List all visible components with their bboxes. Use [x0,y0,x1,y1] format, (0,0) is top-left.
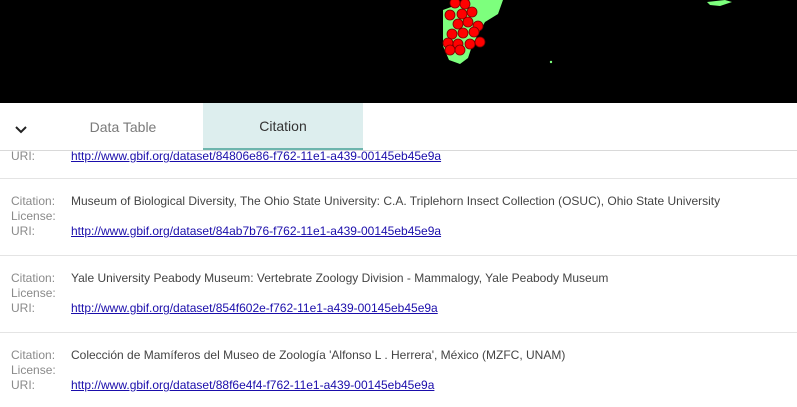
citation-row: Citation: Yale University Peabody Museum… [0,271,797,286]
uri-row: URI: http://www.gbif.org/dataset/84ab7b7… [0,224,797,239]
collapse-button[interactable] [9,120,33,140]
citation-text: Yale University Peabody Museum: Vertebra… [71,271,609,285]
occurrence-marker[interactable] [474,36,486,48]
citation-label: Citation: [11,271,56,285]
occurrence-marker[interactable] [466,6,478,18]
occurrence-marker[interactable] [462,16,474,28]
uri-label: URI: [11,378,35,392]
license-label: License: [11,286,56,300]
citation-row: Citation: Colección de Mamíferos del Mus… [0,348,797,363]
tab-data-table[interactable]: Data Table [43,103,203,150]
tab-bar: Data Table Citation [0,103,797,151]
occurrence-marker[interactable] [452,18,464,30]
uri-label: URI: [11,224,35,238]
occurrence-marker[interactable] [449,0,461,9]
citation-entry: Citation: Yale University Peabody Museum… [0,256,797,333]
occurrence-marker[interactable] [468,26,480,38]
citation-row: Citation: Museum of Biological Diversity… [0,194,797,209]
tab-citation[interactable]: Citation [203,103,363,150]
uri-row: URI: http://www.gbif.org/dataset/84806e8… [0,151,797,164]
citation-text: Colección de Mamíferos del Museo de Zool… [71,348,566,362]
tab-label: Citation [259,117,307,134]
map-view[interactable] [0,0,797,103]
citation-label: Citation: [11,348,56,362]
uri-row: URI: http://www.gbif.org/dataset/88f6e4f… [0,378,797,393]
citation-entry: Citation: Colección de Mamíferos del Mus… [0,333,797,407]
occurrence-points [442,0,486,56]
occurrence-marker[interactable] [464,38,476,50]
citation-list[interactable]: URI: http://www.gbif.org/dataset/84806e8… [0,151,797,407]
uri-row: URI: http://www.gbif.org/dataset/854f602… [0,301,797,316]
occurrence-marker[interactable] [444,44,456,56]
citation-label: Citation: [11,194,56,208]
occurrence-marker[interactable] [454,44,466,56]
uri-link[interactable]: http://www.gbif.org/dataset/84ab7b76-f76… [71,224,442,238]
citation-text: Museum of Biological Diversity, The Ohio… [71,194,721,208]
land-dot [549,60,553,64]
uri-link[interactable]: http://www.gbif.org/dataset/854f602e-f76… [71,301,438,315]
occurrence-marker[interactable] [459,0,471,10]
license-row: License: [0,209,797,224]
occurrence-marker[interactable] [444,9,456,21]
uri-link[interactable]: http://www.gbif.org/dataset/84806e86-f76… [71,151,442,163]
license-label: License: [11,363,56,377]
citation-entry: Citation: Museum of Biological Diversity… [0,179,797,256]
chevron-down-icon [15,126,27,134]
uri-link[interactable]: http://www.gbif.org/dataset/88f6e4f4-f76… [71,378,435,392]
land-shape [707,0,732,6]
license-label: License: [11,209,56,223]
uri-label: URI: [11,151,35,163]
occurrence-marker[interactable] [446,28,458,40]
license-row: License: [0,286,797,301]
uri-label: URI: [11,301,35,315]
occurrence-marker[interactable] [457,27,469,39]
occurrence-map[interactable] [0,0,797,103]
citation-entry: URI: http://www.gbif.org/dataset/84806e8… [0,151,797,179]
tab-label: Data Table [89,118,157,135]
license-row: License: [0,363,797,378]
